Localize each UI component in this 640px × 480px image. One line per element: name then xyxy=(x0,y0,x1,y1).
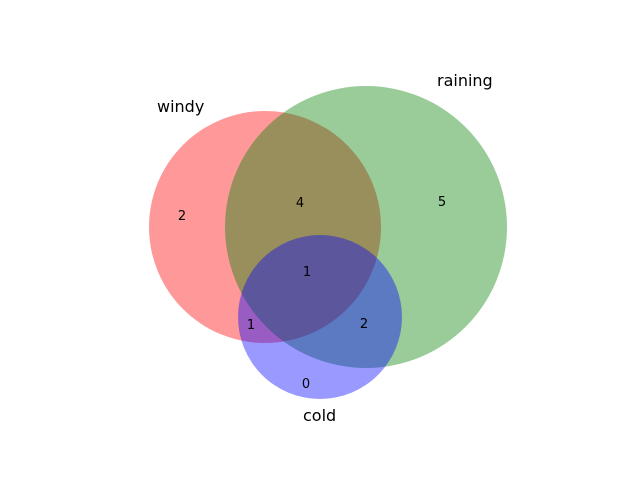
region-raining-only-count: 5 xyxy=(438,195,446,210)
region-windy-only-count: 2 xyxy=(178,209,186,224)
cold-set-circle xyxy=(238,235,402,399)
region-windy-raining-count: 4 xyxy=(296,196,304,211)
region-cold-only-count: 0 xyxy=(302,377,310,392)
cold-set-label: cold xyxy=(303,406,336,425)
raining-set-circle xyxy=(225,86,507,368)
windy-set-circle xyxy=(149,111,381,343)
windy-set-label: windy xyxy=(157,97,204,116)
raining-set-label: raining xyxy=(437,71,493,90)
region-raining-cold-count: 2 xyxy=(360,317,368,332)
region-windy-cold-count: 1 xyxy=(247,318,255,333)
region-all-three-count: 1 xyxy=(303,265,311,280)
